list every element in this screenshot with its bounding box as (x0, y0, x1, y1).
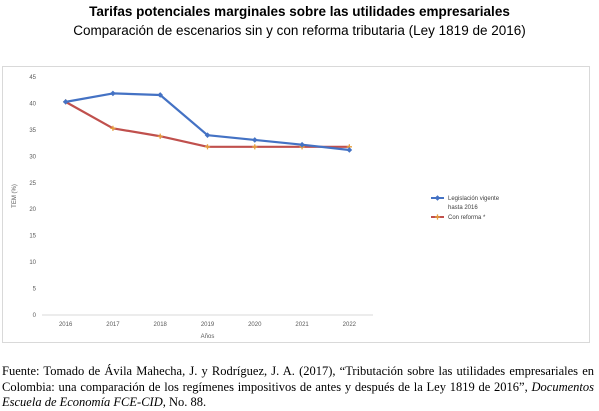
data-point (252, 144, 258, 150)
legend-marker-1 (434, 195, 441, 201)
x-tick-label: 2018 (154, 322, 168, 328)
x-tick-label: 2016 (59, 322, 73, 328)
y-tick-label: 10 (29, 260, 36, 266)
legend-label-1: hasta 2016 (448, 205, 478, 211)
chart-frame: 0 5 10 15 20 25 30 35 40 45 2016 2017 2018 2019 2020 20… (2, 66, 590, 343)
line-chart: 0 5 10 15 20 25 30 35 40 45 2016 2017 2018 2019 2020 20… (12, 75, 500, 340)
x-tick-label: 2019 (201, 322, 215, 328)
y-tick-label: 20 (29, 207, 36, 213)
y-tick-label: 15 (29, 234, 36, 240)
legend-label-2: Con reforma * (448, 215, 486, 221)
x-tick-label: 2020 (248, 322, 262, 328)
legend-label-1: Legislación vigente (448, 196, 500, 202)
source-note: Fuente: Tomado de Ávila Mahecha, J. y Ro… (2, 364, 594, 411)
data-point (157, 133, 163, 139)
data-point (251, 137, 258, 143)
data-point (346, 147, 353, 153)
chart-title: Tarifas potenciales marginales sobre las… (89, 4, 510, 19)
legend-marker-2 (434, 214, 441, 220)
y-tick-label: 30 (29, 154, 36, 160)
x-tick-label: 2022 (343, 322, 357, 328)
chart-subtitle: Comparación de escenarios sin y con refo… (73, 23, 526, 38)
y-tick-label: 0 (33, 313, 37, 319)
data-point (62, 99, 69, 105)
y-tick-label: 45 (29, 75, 36, 81)
x-tick-label: 2017 (106, 322, 120, 328)
y-tick-label: 40 (29, 101, 36, 107)
y-tick-label: 25 (29, 181, 36, 187)
x-axis-title: Años (201, 334, 215, 340)
data-point (110, 125, 116, 131)
y-axis-title: TEM (%) (12, 184, 18, 208)
y-tick-label: 35 (29, 128, 36, 134)
series-line-2 (65, 100, 350, 148)
source-suffix: , No. 88. (162, 395, 207, 409)
data-point (204, 144, 211, 150)
data-point (157, 92, 164, 98)
data-point (299, 141, 305, 148)
x-tick-label: 2021 (295, 322, 309, 328)
y-tick-label: 5 (33, 287, 37, 293)
series-line-1 (65, 92, 350, 152)
source-journal: Documentos Escuela de Economía FCE-CID (2, 379, 594, 410)
data-point (110, 90, 116, 97)
source-text: Fuente: Tomado de Ávila Mahecha, J. y Ro… (2, 364, 594, 394)
